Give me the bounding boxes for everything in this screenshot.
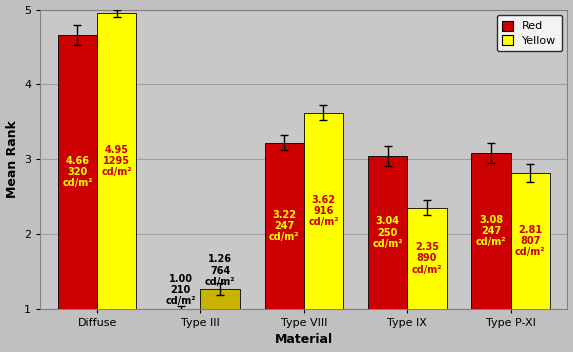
Text: 3.08
247
cd/m²: 3.08 247 cd/m² [476, 215, 506, 247]
Legend: Red, Yellow: Red, Yellow [497, 15, 562, 51]
Bar [58, 35, 97, 309]
X-axis label: Material: Material [275, 333, 333, 346]
Bar [472, 153, 511, 309]
Bar [407, 208, 446, 309]
Text: 1.26
764
cd/m²: 1.26 764 cd/m² [205, 254, 236, 287]
Text: 2.35
890
cd/m²: 2.35 890 cd/m² [411, 242, 442, 275]
Bar [265, 143, 304, 309]
Y-axis label: Mean Rank: Mean Rank [6, 120, 18, 198]
Bar [201, 289, 240, 309]
Bar [368, 156, 407, 309]
Text: 4.66
320
cd/m²: 4.66 320 cd/m² [62, 156, 93, 188]
Text: 3.22
247
cd/m²: 3.22 247 cd/m² [269, 209, 300, 242]
Text: 2.81
807
cd/m²: 2.81 807 cd/m² [515, 225, 545, 257]
Bar [304, 113, 343, 309]
Text: 4.95
1295
cd/m²: 4.95 1295 cd/m² [101, 145, 132, 177]
Text: 3.62
916
cd/m²: 3.62 916 cd/m² [308, 195, 339, 227]
Bar [97, 13, 136, 309]
Bar [511, 174, 550, 309]
Text: 1.00
210
cd/m²: 1.00 210 cd/m² [166, 274, 196, 306]
Text: 3.04
250
cd/m²: 3.04 250 cd/m² [372, 216, 403, 249]
